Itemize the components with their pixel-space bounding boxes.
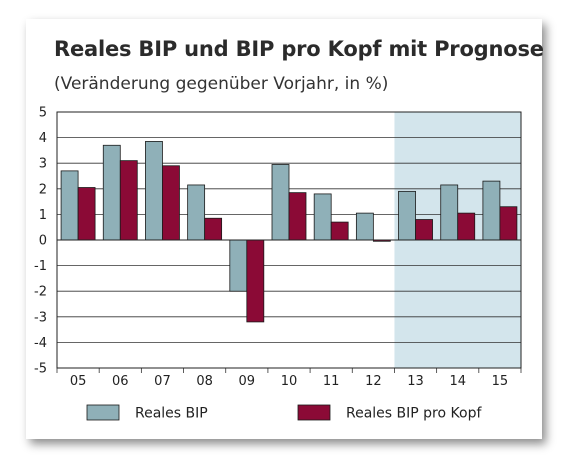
y-tick-label: 2 <box>39 182 47 197</box>
bar-bip-pro-kopf <box>119 160 138 241</box>
y-tick-label: 5 <box>39 106 47 121</box>
x-tick-label: 15 <box>492 374 509 389</box>
bar-reales-bip <box>398 190 416 241</box>
bar-reales-bip <box>440 184 459 241</box>
y-tick-label: 3 <box>39 157 47 172</box>
bar-bip-pro-kopf <box>162 165 180 241</box>
bar-reales-bip <box>60 170 79 241</box>
plot-frame <box>56 111 522 369</box>
x-tick-label: 08 <box>196 374 213 389</box>
y-tick-label: 1 <box>39 208 47 223</box>
bar-bip-pro-kopf <box>330 221 349 241</box>
y-tick-label: -3 <box>34 310 47 325</box>
legend-label: Reales BIP <box>135 406 208 422</box>
bar-bip-pro-kopf <box>288 192 307 241</box>
y-tick-label: -4 <box>34 336 47 351</box>
bar-bip-pro-kopf <box>204 217 223 241</box>
legend-label: Reales BIP pro Kopf <box>346 406 482 422</box>
bar-bip-pro-kopf <box>499 206 518 241</box>
bar-reales-bip <box>313 193 332 241</box>
bar-reales-bip <box>482 180 501 241</box>
chart-subtitle: (Veränderung gegenüber Vorjahr, in %) <box>54 74 389 94</box>
x-tick-label: 12 <box>365 374 382 389</box>
bar-reales-bip <box>355 212 374 241</box>
legend-swatch <box>86 404 120 421</box>
bar-reales-bip <box>145 141 163 241</box>
x-tick-label: 14 <box>449 374 466 389</box>
x-tick-label: 13 <box>407 374 424 389</box>
x-tick-label: 10 <box>281 374 298 389</box>
y-tick-label: -2 <box>34 285 47 300</box>
chart-title: Reales BIP und BIP pro Kopf mit Prognose <box>54 37 544 61</box>
y-tick-label: 0 <box>39 234 47 249</box>
x-tick-label: 09 <box>239 374 256 389</box>
bar-reales-bip <box>271 164 290 241</box>
bar-bip-pro-kopf <box>77 187 96 241</box>
y-tick-label: 4 <box>39 131 47 146</box>
legend-swatch <box>297 404 331 421</box>
bar-reales-bip <box>102 144 121 241</box>
bar-reales-bip <box>187 184 206 241</box>
x-tick-label: 05 <box>70 374 87 389</box>
bar-bip-pro-kopf <box>457 212 476 241</box>
x-tick-label: 06 <box>112 374 129 389</box>
y-tick-label: -5 <box>34 362 47 377</box>
bar-bip-pro-kopf <box>246 239 265 323</box>
x-tick-label: 07 <box>154 374 171 389</box>
y-tick-label: -1 <box>34 259 47 274</box>
bar-reales-bip <box>229 239 248 292</box>
x-tick-label: 11 <box>323 374 340 389</box>
bar-bip-pro-kopf <box>415 219 433 241</box>
